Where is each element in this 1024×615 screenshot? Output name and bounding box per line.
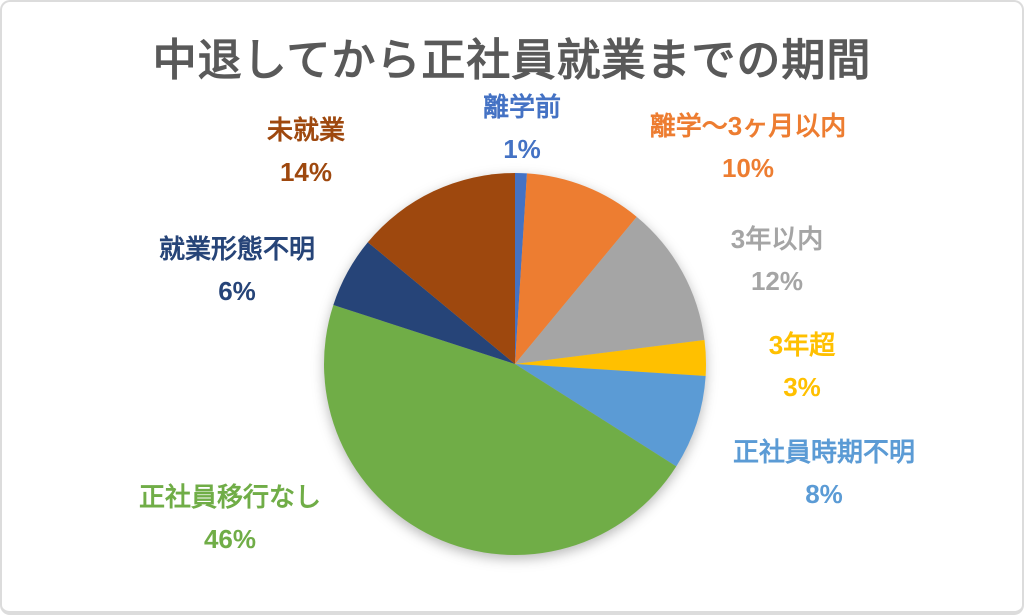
slice-percent-text: 14%	[279, 157, 333, 187]
pie-slice-pre-leaving-school	[515, 173, 527, 364]
pie-slice-no-fulltime-transition	[324, 304, 677, 555]
slice-label-text: 就業形態不明	[158, 234, 316, 264]
slice-label-text: 離学〜3ヶ月以内	[649, 111, 847, 141]
slice-label-text: 3年超	[768, 330, 836, 360]
slice-percent-text: 6%	[218, 276, 256, 306]
slice-percent-text: 10%	[721, 153, 775, 183]
slice-label-fulltime-timing-unknown: 正社員時期不明 8%	[733, 431, 915, 515]
slice-label-within-3-months: 離学〜3ヶ月以内 10%	[650, 105, 846, 189]
pie-slice-over-3-years	[515, 340, 706, 376]
slice-label-text: 未就業	[266, 115, 346, 145]
slice-percent-text: 46%	[203, 524, 257, 554]
slice-percent-text: 8%	[805, 479, 843, 509]
pie-svg	[324, 173, 706, 555]
pie-slice-employment-type-unknown	[333, 242, 515, 364]
pie-slice-within-3-months	[515, 173, 637, 364]
slice-label-not-employed: 未就業 14%	[267, 109, 345, 193]
slice-label-pre-leaving-school: 離学前 1%	[483, 86, 561, 170]
slice-label-text: 3年以内	[730, 224, 824, 254]
slice-label-no-fulltime-transition: 正社員移行なし 46%	[139, 476, 321, 560]
slice-label-text: 正社員移行なし	[138, 482, 322, 512]
slice-percent-text: 1%	[503, 134, 541, 164]
chart-title: 中退してから正社員就業までの期間	[152, 36, 872, 85]
slice-label-within-3-years: 3年以内 12%	[731, 218, 823, 302]
slice-label-employment-type-unknown: 就業形態不明 6%	[159, 228, 315, 312]
pie-slice-not-employed	[367, 173, 515, 364]
slice-label-text: 離学前	[482, 92, 562, 122]
slice-percent-text: 12%	[750, 266, 804, 296]
slice-percent-text: 3%	[783, 372, 821, 402]
pie-slice-within-3-years	[515, 216, 705, 364]
pie-slice-fulltime-timing-unknown	[515, 364, 706, 467]
slice-label-text: 正社員時期不明	[732, 437, 916, 467]
slice-label-over-3-years: 3年超 3%	[769, 324, 835, 408]
